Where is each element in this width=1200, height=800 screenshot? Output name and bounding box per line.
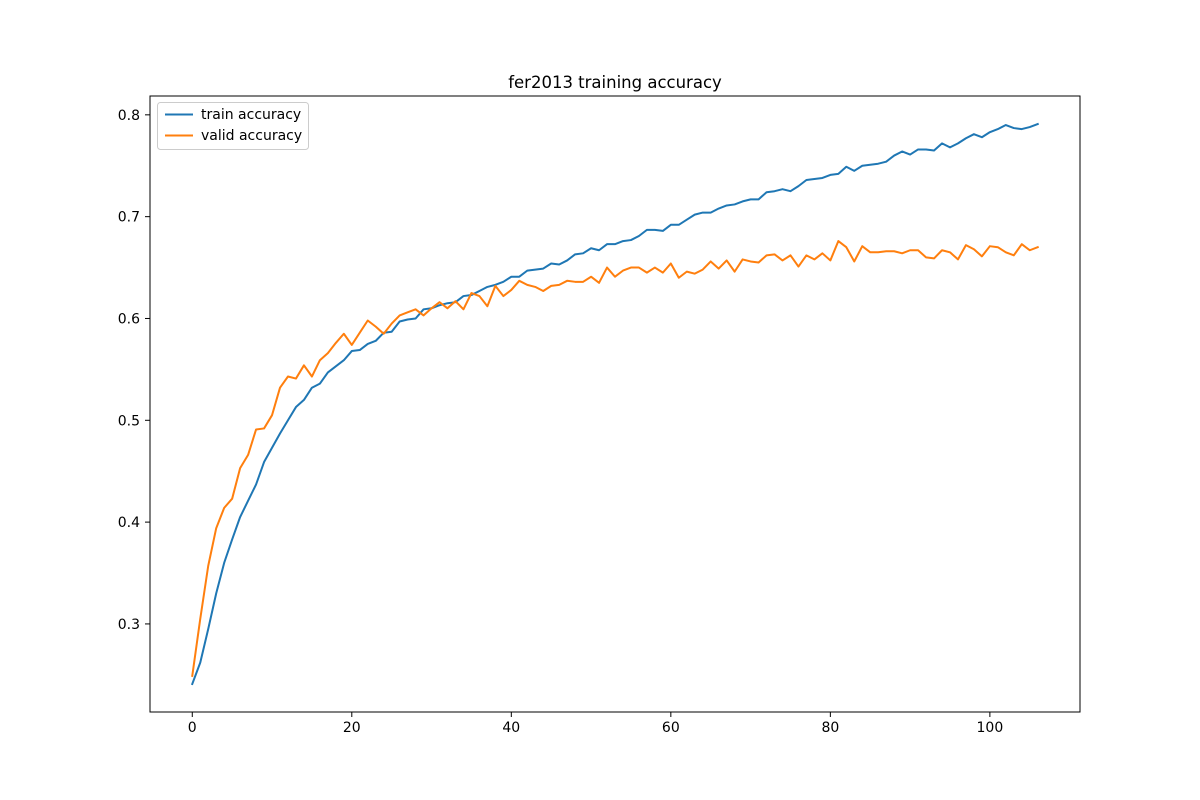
y-tick-label: 0.7 [118,210,140,226]
legend-box [157,102,309,150]
chart-title: fer2013 training accuracy [508,73,722,92]
x-axis: 0 20 40 60 80 100 [188,712,1003,736]
x-tick-label: 0 [188,720,197,736]
y-tick-label: 0.5 [118,413,140,429]
legend-label-train: train accuracy [201,107,301,123]
legend: train accuracy valid accuracy [157,102,309,150]
series-line-0 [190,122,1040,686]
y-axis: 0.3 0.4 0.5 0.6 0.7 0.8 [118,108,150,633]
legend-label-valid: valid accuracy [201,128,302,144]
series-line-1 [191,240,1040,677]
x-tick-label: 100 [977,720,1004,736]
y-tick-label: 0.8 [118,108,140,124]
x-tick-label: 80 [821,720,839,736]
x-tick-label: 40 [502,720,520,736]
x-tick-label: 60 [662,720,680,736]
y-tick-label: 0.3 [118,617,140,633]
plot-area-frame [149,95,1081,713]
y-tick-label: 0.6 [118,311,140,327]
series-group [190,122,1040,686]
y-tick-label: 0.4 [118,515,140,531]
x-tick-label: 20 [343,720,361,736]
